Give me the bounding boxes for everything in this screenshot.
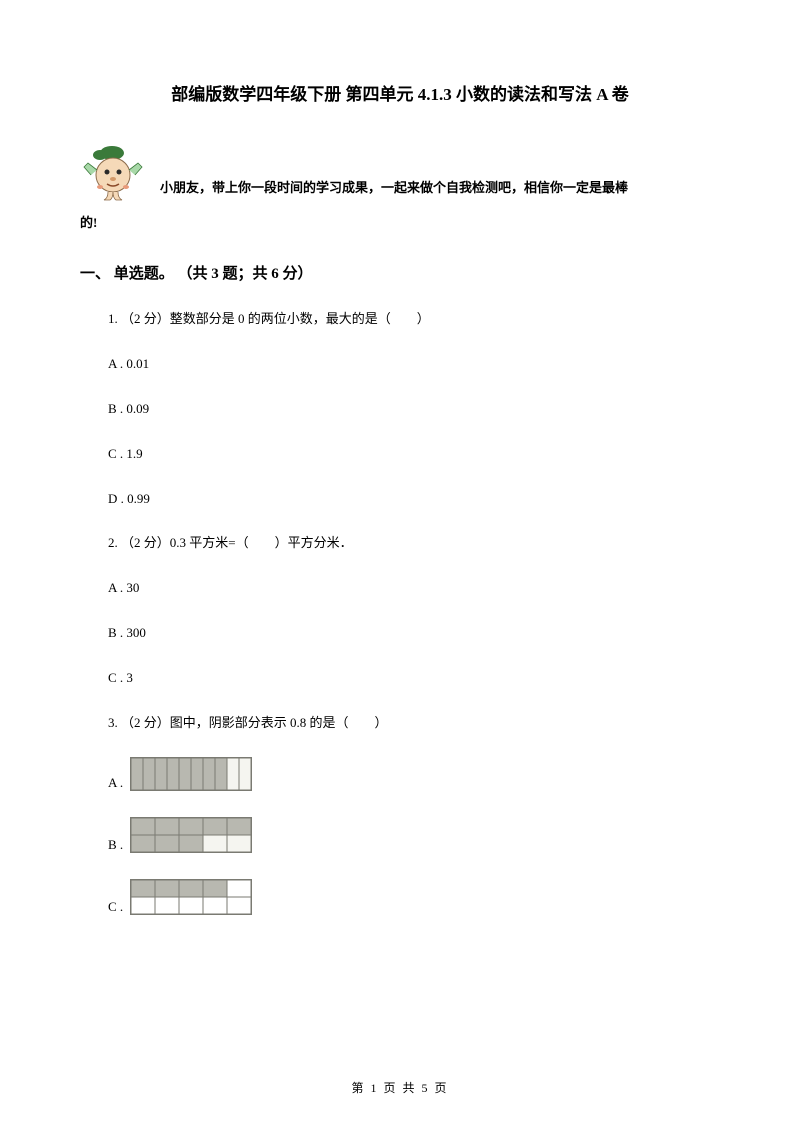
option-label: A . 0.01 (108, 354, 149, 375)
grid-diagram-a (130, 757, 252, 791)
q1-option-c: C . 1.9 (108, 444, 720, 465)
intro-row: 小朋友，带上你一段时间的学习成果，一起来做个自我检测吧，相信你一定是最棒 (80, 135, 720, 205)
option-label: B . (108, 835, 126, 856)
grid-diagram-c (130, 879, 252, 915)
option-label: C . 1.9 (108, 444, 143, 465)
q3-stem: 3. （2 分）图中，阴影部分表示 0.8 的是（ ） (108, 713, 720, 734)
grid-diagram-b (130, 817, 252, 853)
option-label: D . 0.99 (108, 489, 150, 510)
option-label: B . 0.09 (108, 399, 149, 420)
q1-option-a: A . 0.01 (108, 354, 720, 375)
q1-option-d: D . 0.99 (108, 489, 720, 510)
option-label: B . 300 (108, 623, 146, 644)
q2-option-b: B . 300 (108, 623, 720, 644)
page-title: 部编版数学四年级下册 第四单元 4.1.3 小数的读法和写法 A 卷 (80, 80, 720, 105)
q3-option-a: A . (108, 757, 720, 793)
intro-text-1: 小朋友，带上你一段时间的学习成果，一起来做个自我检测吧，相信你一定是最棒 (160, 176, 628, 205)
mascot-icon (80, 135, 150, 205)
intro-text-2: 的! (80, 211, 720, 234)
q1-option-b: B . 0.09 (108, 399, 720, 420)
q3-option-b: B . (108, 817, 720, 855)
option-label: A . 30 (108, 578, 139, 599)
option-label: A . (108, 773, 126, 794)
q2-option-c: C . 3 (108, 668, 720, 689)
q3-option-c: C . (108, 879, 720, 917)
option-label: C . 3 (108, 668, 133, 689)
q2-option-a: A . 30 (108, 578, 720, 599)
page-footer: 第 1 页 共 5 页 (0, 1079, 800, 1096)
q2-stem: 2. （2 分）0.3 平方米=（ ）平方分米． (108, 533, 720, 554)
option-label: C . (108, 897, 126, 918)
section-1-header: 一、 单选题。 （共 3 题；共 6 分） (80, 262, 720, 283)
q1-stem: 1. （2 分）整数部分是 0 的两位小数，最大的是（ ） (108, 309, 720, 330)
